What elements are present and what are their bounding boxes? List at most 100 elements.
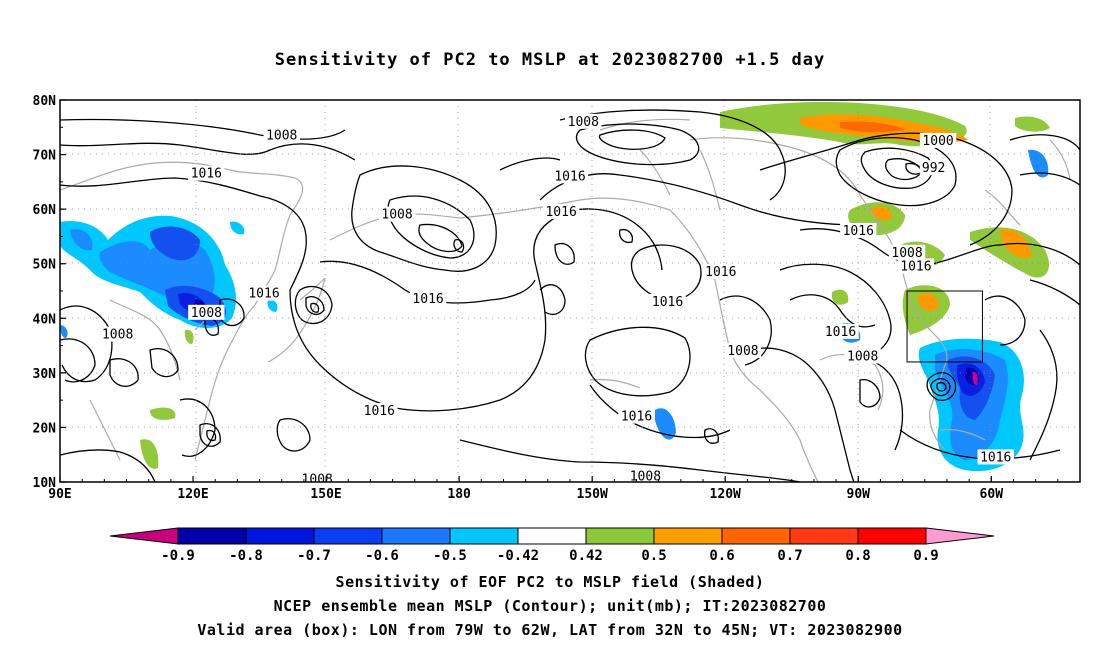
contour-label: 1008: [299, 471, 336, 482]
svg-text:1016: 1016: [980, 450, 1011, 465]
caption-valid-area: Valid area (box): LON from 79W to 62W, L…: [197, 621, 903, 639]
svg-text:1008: 1008: [266, 128, 297, 143]
colorbar-label: -0.5: [433, 548, 467, 564]
contour-label: 1016: [542, 203, 580, 220]
contour-label: 1008: [378, 206, 416, 223]
map-title: Sensitivity of PC2 to MSLP at 2023082700…: [274, 50, 826, 70]
colorbar-swatch: [585, 527, 655, 545]
colorbar-label: -0.8: [229, 548, 263, 564]
colorbar-swatch: [517, 527, 587, 545]
svg-text:1008: 1008: [630, 470, 661, 485]
contour-label: 1016: [702, 263, 739, 280]
lat-label: 70N: [33, 149, 57, 164]
lat-label: 40N: [33, 312, 57, 327]
lon-label: 60W: [980, 487, 1004, 502]
svg-text:1008: 1008: [381, 208, 412, 223]
colorbar-label: -0.9: [161, 548, 195, 564]
svg-text:1008: 1008: [847, 349, 878, 364]
contour-label: 1008: [844, 348, 881, 364]
lon-label: 150E: [310, 487, 341, 502]
lat-label: 30N: [33, 367, 57, 382]
colorbar-swatch: [449, 527, 519, 545]
svg-text:1016: 1016: [705, 265, 736, 280]
lon-label: 90W: [847, 487, 871, 502]
colorbar-swatch: [857, 527, 927, 545]
svg-text:992: 992: [922, 161, 945, 176]
colorbar-label: 0.8: [845, 548, 870, 564]
contour-label: 1008: [99, 326, 136, 343]
lon-label: 120E: [177, 487, 208, 502]
lon-label: 150W: [577, 487, 608, 502]
contour-label: 1016: [618, 408, 655, 425]
lon-label: 90E: [48, 487, 71, 502]
lat-label: 20N: [33, 421, 57, 436]
contour-label: 1008: [627, 468, 664, 485]
svg-text:1016: 1016: [554, 169, 585, 184]
svg-text:1016: 1016: [248, 287, 279, 302]
contour-label: 1016: [649, 293, 686, 310]
colorbar-swatch: [177, 527, 247, 545]
svg-text:1000: 1000: [922, 134, 953, 149]
lat-label: 50N: [33, 258, 57, 273]
contour-label: 1000: [919, 132, 957, 149]
colorbar-label: 0.5: [641, 548, 666, 564]
contour-label: 1008: [888, 244, 926, 261]
contour-label: 1008: [565, 113, 602, 130]
colorbar-swatch: [245, 527, 315, 545]
colorbar-label: 0.42: [569, 548, 603, 564]
contour-label: 1008: [263, 127, 300, 143]
contour-label: 1008: [188, 304, 225, 321]
contour-label: 1016: [897, 258, 935, 274]
contour-label: 1016: [188, 165, 225, 182]
svg-text:1016: 1016: [364, 404, 395, 419]
contour-label: 1016: [822, 323, 859, 340]
colorbar-label: 0.7: [777, 548, 802, 564]
lat-label: 80N: [33, 94, 57, 109]
colorbar-swatch: [789, 527, 859, 545]
contour-label: 1016: [840, 222, 877, 239]
svg-text:1016: 1016: [621, 410, 652, 425]
colorbar-swatch: [313, 527, 383, 545]
caption-shading: Sensitivity of EOF PC2 to MSLP field (Sh…: [335, 573, 765, 591]
svg-text:1016: 1016: [900, 259, 931, 274]
valid-area-box: [906, 290, 983, 363]
svg-text:1016: 1016: [843, 224, 874, 239]
positive-sensitivity-shading: [140, 102, 1050, 469]
contour-label: 992: [919, 160, 948, 176]
svg-text:1016: 1016: [825, 325, 856, 340]
svg-text:1008: 1008: [191, 306, 222, 321]
lat-label: 10N: [33, 476, 57, 491]
colorbar-swatch: [721, 527, 791, 545]
contour-labels: 1008101610081016100810161000992101610081…: [99, 113, 1014, 485]
colorbar-swatch: [381, 527, 451, 545]
colorbar-swatch: [653, 527, 723, 545]
colorbar-arrow-max: [925, 527, 995, 545]
svg-text:1016: 1016: [652, 295, 683, 310]
lon-label: 120W: [710, 487, 741, 502]
svg-text:1016: 1016: [191, 167, 222, 182]
contour-label: 1016: [977, 449, 1014, 465]
colorbar-arrow-min: [109, 527, 179, 545]
colorbar-label: 0.6: [709, 548, 734, 564]
contour-label: 1016: [361, 403, 398, 419]
colorbar: -0.9 -0.8 -0.7 -0.6 -0.5 -0.42 0.42 0.5 0.6 0.7 0.…: [109, 527, 995, 564]
lat-label: 60N: [33, 203, 57, 218]
svg-text:1016: 1016: [412, 292, 443, 307]
contour-label: 1016: [245, 285, 283, 302]
contour-label: 1016: [551, 168, 589, 184]
contour-label: 1008: [724, 343, 762, 359]
colorbar-label: -0.7: [297, 548, 331, 564]
colorbar-label: 0.9: [913, 548, 938, 564]
axis-labels: 90E 120E 150E 180 150W 120W 90W 60W 80N 70N 60N 50N…: [33, 94, 1059, 502]
svg-text:1008: 1008: [568, 115, 599, 130]
svg-text:1008: 1008: [727, 344, 758, 359]
svg-text:1008: 1008: [891, 246, 922, 261]
contour-label: 1016: [409, 291, 447, 307]
colorbar-label: -0.42: [497, 548, 539, 564]
svg-text:1008: 1008: [102, 328, 133, 343]
svg-text:1016: 1016: [545, 205, 576, 220]
lon-label: 180: [447, 487, 471, 502]
caption-contour: NCEP ensemble mean MSLP (Contour); unit(…: [273, 597, 827, 615]
colorbar-label: -0.6: [365, 548, 399, 564]
